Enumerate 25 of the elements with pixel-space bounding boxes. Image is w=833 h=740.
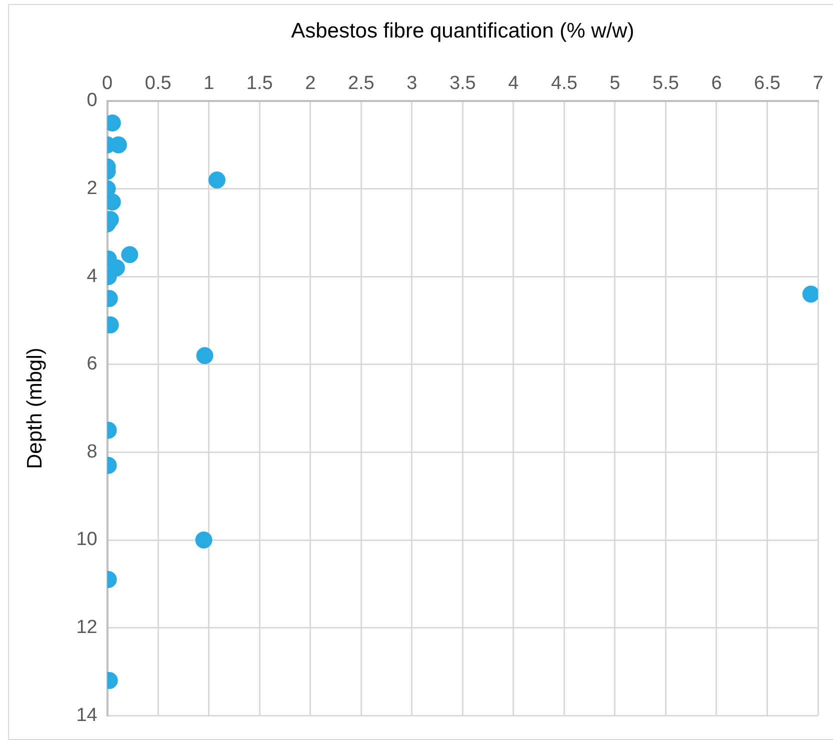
y-tick-label: 10 bbox=[76, 529, 98, 550]
x-tick-label: 5 bbox=[610, 72, 620, 94]
x-tick-label: 6.5 bbox=[754, 72, 780, 94]
x-tick-label: 4.5 bbox=[550, 72, 578, 94]
x-tick-label: 6 bbox=[711, 72, 722, 94]
x-tick-label: 1 bbox=[204, 72, 214, 94]
x-tick-label: 4 bbox=[508, 72, 520, 94]
y-tick-label: 6 bbox=[86, 354, 98, 375]
x-tick-label: 2 bbox=[305, 72, 316, 94]
x-tick-label: 2.5 bbox=[348, 72, 374, 94]
y-tick-label: 12 bbox=[76, 617, 98, 638]
x-tick-label: 0 bbox=[102, 72, 113, 94]
y-tick-label: 8 bbox=[86, 441, 98, 462]
x-tick-label: 3 bbox=[406, 72, 418, 94]
x-tick-label: 3.5 bbox=[449, 72, 476, 94]
y-tick-label: 0 bbox=[86, 90, 98, 112]
x-tick-label: 1.5 bbox=[246, 72, 273, 94]
y-tick-label: 14 bbox=[76, 704, 98, 726]
y-tick-label: 4 bbox=[86, 266, 98, 287]
x-tick-label: 7 bbox=[812, 72, 824, 94]
x-tick-label: 5.5 bbox=[652, 72, 679, 94]
x-tick-label: 0.5 bbox=[144, 72, 172, 94]
y-axis-title: Depth (mbgl) bbox=[23, 348, 46, 469]
x-axis-title: Asbestos fibre quantification (% w/w) bbox=[291, 19, 634, 42]
y-tick-label: 2 bbox=[86, 178, 98, 200]
